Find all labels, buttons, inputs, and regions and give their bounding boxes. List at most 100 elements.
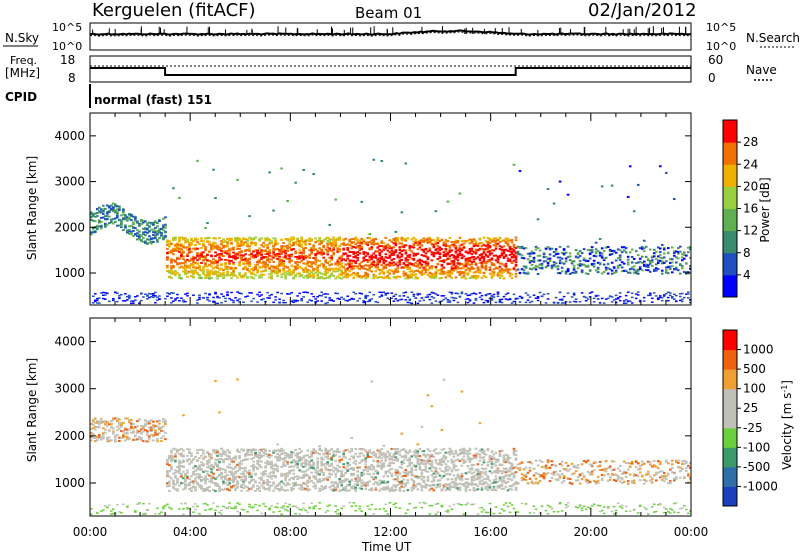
power-cell <box>280 247 283 250</box>
power-cell <box>338 238 342 241</box>
power-cell <box>220 258 223 261</box>
power-cell <box>496 293 500 295</box>
power-cell <box>558 262 562 265</box>
velocity-cell <box>222 460 225 463</box>
power-cell <box>576 253 580 256</box>
power-cell <box>470 276 474 279</box>
velocity-cell <box>176 478 179 481</box>
velocity-cell <box>240 485 243 488</box>
velocity-cell <box>234 507 237 509</box>
power-cell <box>386 276 390 279</box>
power-cell <box>498 247 502 250</box>
velocity-cell <box>208 454 211 457</box>
power-cell <box>262 298 265 300</box>
power-cell <box>240 244 243 247</box>
power-cell <box>614 251 618 254</box>
power-cell <box>442 272 446 275</box>
power-cell <box>474 274 478 277</box>
velocity-cell <box>252 469 255 472</box>
velocity-cell <box>198 513 201 515</box>
velocity-cell <box>192 470 195 473</box>
power-cell <box>354 256 358 259</box>
power-cell <box>258 251 261 254</box>
velocity-cell <box>244 453 247 456</box>
power-cell <box>672 268 676 271</box>
velocity-cell <box>280 449 283 452</box>
power-cell <box>680 292 684 295</box>
power-cell <box>428 274 432 277</box>
power-cell <box>92 214 95 217</box>
power-cell <box>484 262 488 265</box>
power-cell <box>178 240 181 243</box>
power-cell <box>462 246 466 249</box>
power-cell <box>546 246 550 249</box>
power-cell <box>588 296 592 298</box>
power-cell <box>284 257 287 260</box>
power-cell <box>388 277 392 280</box>
power-cell <box>574 249 578 252</box>
power-cell <box>338 257 342 260</box>
velocity-cell <box>94 428 97 431</box>
power-cell <box>578 259 582 262</box>
power-cell <box>422 267 426 270</box>
power-cell <box>378 248 382 251</box>
power-cell <box>172 247 175 250</box>
velocity-cell <box>222 453 225 456</box>
velocity-cell <box>244 477 247 480</box>
power-cell <box>486 293 490 295</box>
power-cell <box>168 293 171 295</box>
power-cell <box>532 294 536 296</box>
velocity-cell <box>248 449 251 452</box>
velocity-cell <box>210 468 213 471</box>
velocity-cell <box>174 453 177 456</box>
power-cell <box>458 254 462 257</box>
power-cell <box>232 299 235 302</box>
power-cell <box>472 245 476 248</box>
velocity-cell <box>162 430 165 433</box>
velocity-cell <box>216 505 219 508</box>
power-cell <box>338 263 342 266</box>
velocity-cell <box>172 472 175 475</box>
power-cell <box>428 240 432 243</box>
power-cell <box>218 237 221 240</box>
power-cell <box>638 260 642 263</box>
velocity-cell <box>176 489 179 492</box>
velocity-cell <box>262 474 265 477</box>
power-cell <box>536 295 540 298</box>
power-cell <box>520 268 524 271</box>
power-cell <box>592 259 596 262</box>
power-cell <box>286 257 289 260</box>
power-cell <box>484 294 488 296</box>
velocity-cell <box>236 482 239 485</box>
power-cell <box>586 298 590 300</box>
power-cell <box>266 265 269 268</box>
power-cell <box>356 275 360 278</box>
power-cell <box>568 252 572 255</box>
power-cell <box>446 271 450 274</box>
power-cell <box>312 267 315 270</box>
power-cell <box>674 250 678 253</box>
y-tick-label: 3000 <box>54 175 85 189</box>
power-cell <box>324 293 327 295</box>
power-cell <box>270 272 273 275</box>
noise-panel-frame <box>89 22 692 51</box>
power-cell <box>102 212 105 215</box>
power-cell <box>202 271 205 274</box>
power-cell <box>578 262 582 265</box>
power-cell <box>668 258 672 261</box>
power-cell <box>608 295 612 297</box>
power-cell <box>288 257 291 260</box>
power-cell <box>436 263 440 266</box>
power-cell <box>394 230 398 233</box>
velocity-cell <box>178 465 181 468</box>
power-cell <box>388 263 392 266</box>
velocity-cell <box>268 489 271 492</box>
power-cell <box>138 235 141 238</box>
power-cell <box>658 165 662 168</box>
power-cell <box>432 273 436 276</box>
velocity-cell <box>266 463 269 466</box>
power-cell <box>608 253 612 256</box>
power-cell <box>516 297 520 300</box>
power-cell <box>494 237 498 240</box>
